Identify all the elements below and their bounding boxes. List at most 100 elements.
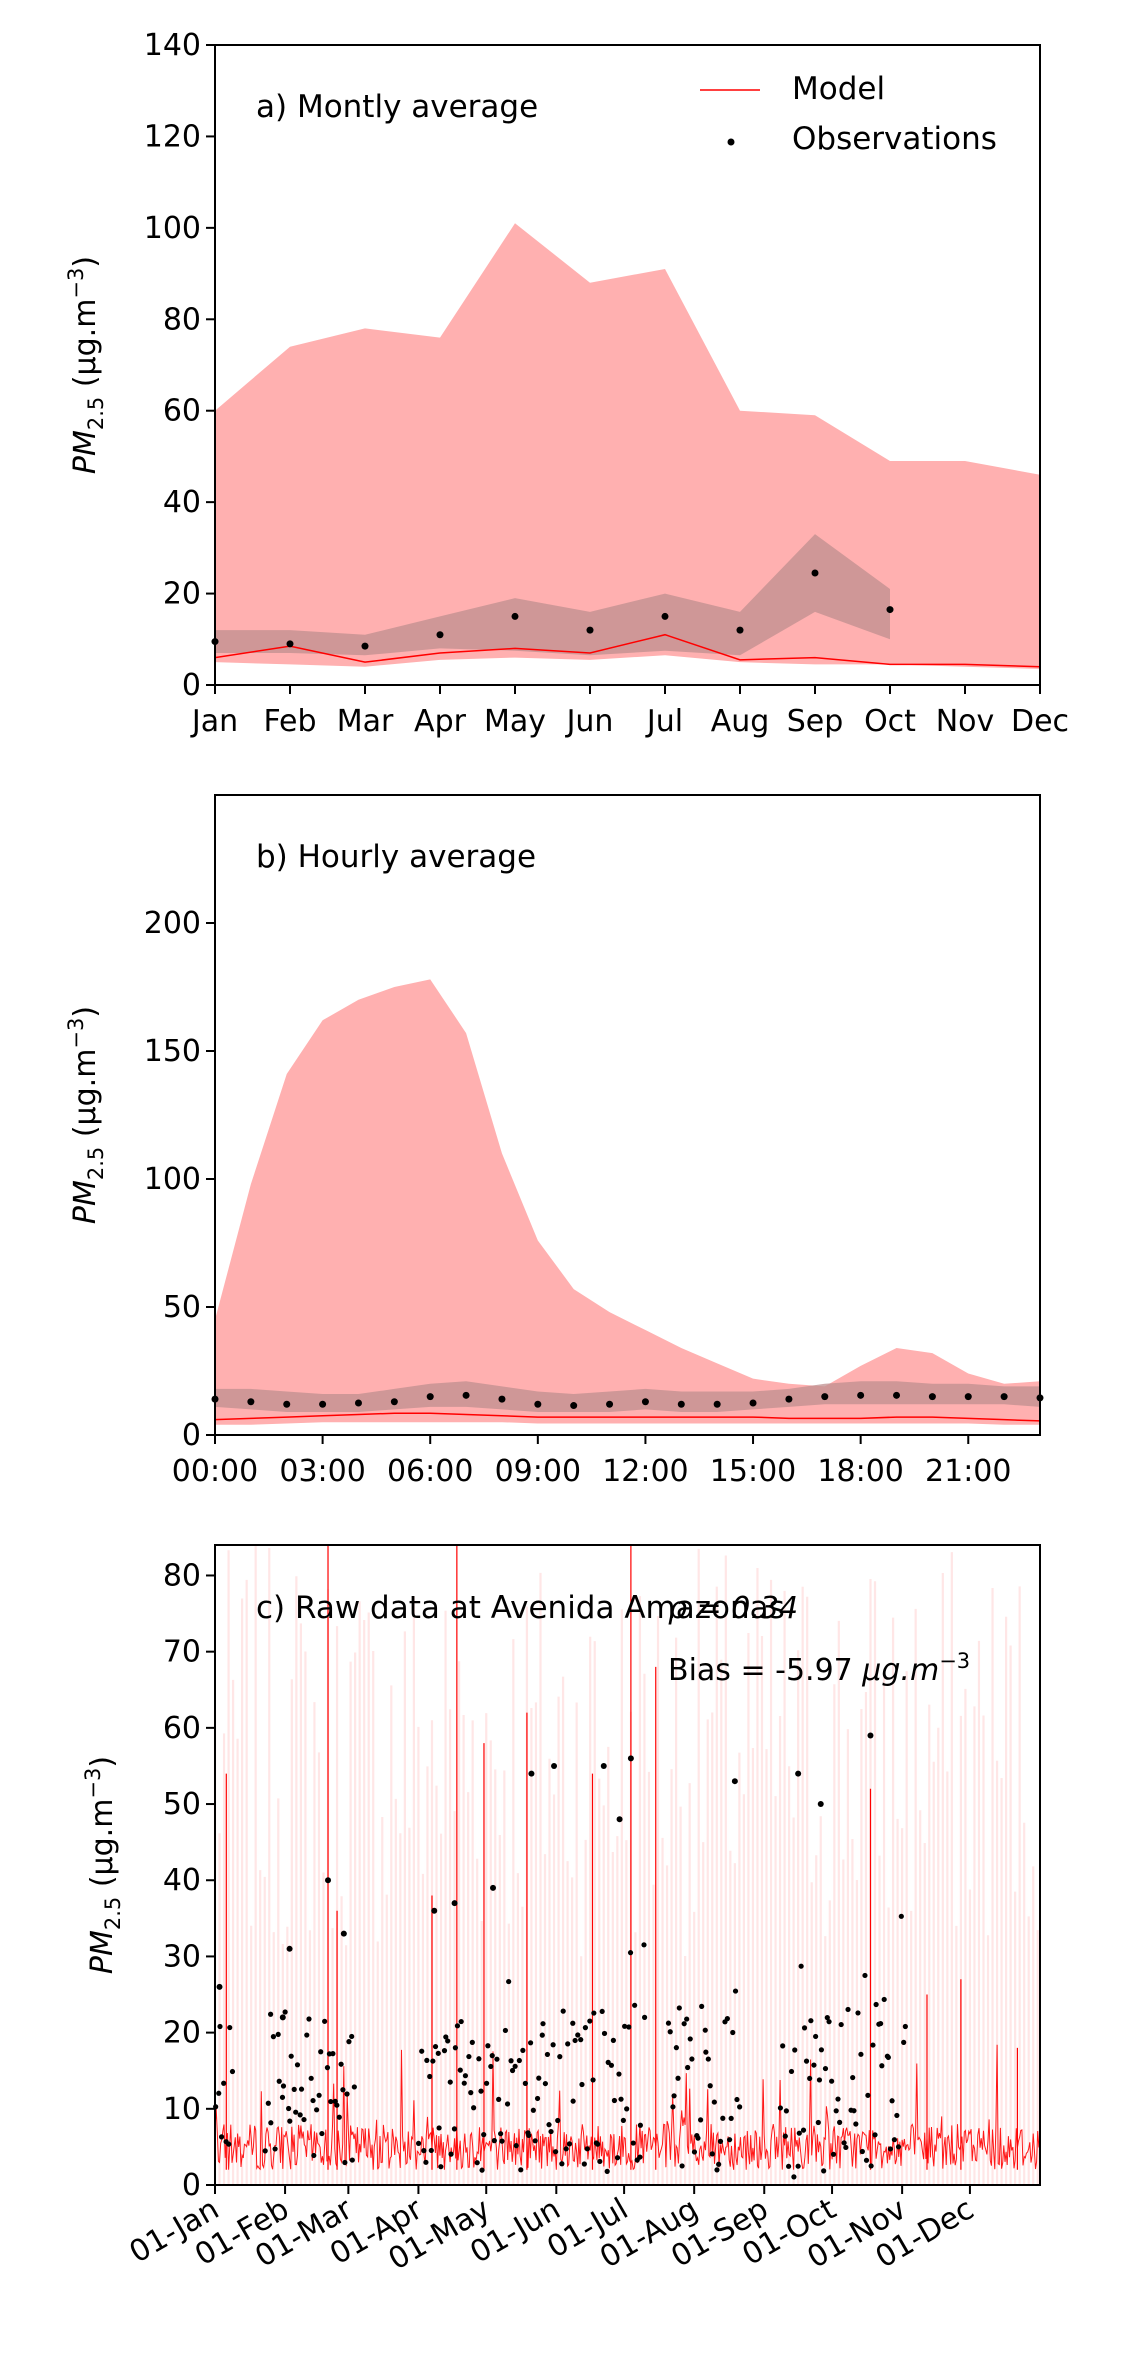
y-tick-label: 0 xyxy=(182,668,201,703)
observation-range-band xyxy=(215,534,890,656)
panel-c-plot-area xyxy=(213,1545,1041,2185)
observation-point xyxy=(687,2036,693,2042)
observation-point xyxy=(318,2049,324,2055)
observation-point xyxy=(822,2065,829,2072)
observation-point xyxy=(448,2151,454,2157)
observation-point xyxy=(445,2038,451,2044)
observation-point xyxy=(217,2023,223,2030)
observation-point xyxy=(555,2117,561,2124)
observation-point xyxy=(895,2144,902,2150)
observation-point xyxy=(421,2148,427,2154)
observation-point xyxy=(611,2097,618,2104)
x-tick-label: 12:00 xyxy=(602,1454,688,1489)
observation-point xyxy=(297,2112,303,2118)
observation-point xyxy=(286,2105,292,2112)
legend-observations-marker xyxy=(727,138,735,146)
observation-point xyxy=(539,2032,545,2038)
x-tick-label: Dec xyxy=(1011,704,1069,739)
observation-point xyxy=(310,2097,316,2104)
observation-point xyxy=(584,2146,590,2152)
observation-point xyxy=(272,2146,278,2152)
observation-point xyxy=(226,2141,232,2147)
observation-point xyxy=(898,1913,904,1919)
observation-point xyxy=(294,2062,301,2068)
observation-point xyxy=(436,631,444,639)
legend-model-label: Model xyxy=(792,71,885,107)
observation-point xyxy=(520,2047,526,2053)
observation-peak-point xyxy=(431,1907,438,1914)
observation-point xyxy=(504,2101,511,2107)
observation-point xyxy=(466,2053,472,2060)
observation-point xyxy=(829,2078,835,2084)
x-tick-label: Jul xyxy=(645,704,683,739)
observation-point xyxy=(390,1398,398,1406)
observation-point xyxy=(601,2030,608,2037)
observation-point xyxy=(728,2115,734,2121)
observation-point xyxy=(610,2037,616,2043)
observation-point xyxy=(454,2023,461,2029)
x-tick-label: Jan xyxy=(190,704,238,739)
observation-point xyxy=(671,2093,677,2099)
observation-point xyxy=(667,2029,673,2035)
observation-point xyxy=(665,2020,672,2026)
observation-point xyxy=(597,2158,603,2165)
y-tick-label: 140 xyxy=(144,28,201,63)
observation-point xyxy=(858,2051,864,2057)
observation-point xyxy=(509,2067,516,2074)
observation-peak-point xyxy=(551,1762,558,1769)
observation-point xyxy=(502,2027,509,2034)
observation-point xyxy=(782,2133,788,2139)
observation-point xyxy=(532,2138,538,2144)
observation-point xyxy=(311,2152,317,2159)
observation-point xyxy=(430,2058,436,2064)
y-tick-label: 60 xyxy=(163,1711,201,1746)
y-tick-label: 0 xyxy=(182,1418,201,1453)
x-tick-label: Jun xyxy=(565,704,614,739)
observation-point xyxy=(894,2112,900,2119)
observation-point xyxy=(857,1391,865,1399)
observation-point xyxy=(614,2155,621,2161)
observation-point xyxy=(468,2090,474,2096)
observation-point xyxy=(591,2010,597,2016)
observation-point xyxy=(306,2016,312,2022)
observation-point xyxy=(587,2018,593,2024)
observation-point xyxy=(461,2080,467,2086)
observation-point xyxy=(351,2084,357,2090)
observation-point xyxy=(572,2037,578,2044)
observation-point xyxy=(853,2121,859,2127)
y-tick-label: 200 xyxy=(144,906,201,941)
observation-point xyxy=(698,2117,704,2123)
observation-point xyxy=(423,2159,429,2165)
observation-peak-point xyxy=(731,1778,738,1785)
observation-point xyxy=(342,2159,348,2166)
observation-point xyxy=(815,2119,821,2126)
observation-point xyxy=(328,2098,334,2105)
observation-point xyxy=(344,2091,350,2097)
x-tick-label: Nov xyxy=(936,704,995,739)
observation-point xyxy=(792,2047,798,2053)
observation-point xyxy=(813,2033,819,2040)
observation-point xyxy=(488,2063,494,2070)
observation-point xyxy=(821,1393,829,1401)
observation-point xyxy=(582,2025,589,2031)
observation-point xyxy=(661,612,669,620)
x-tick-label: Oct xyxy=(864,704,916,739)
y-tick-label: 120 xyxy=(144,119,201,154)
observation-point xyxy=(863,2157,870,2163)
observation-point xyxy=(441,2048,448,2054)
observation-point xyxy=(705,2056,711,2062)
observation-point xyxy=(616,2071,622,2077)
observation-point xyxy=(526,2132,532,2138)
observation-point xyxy=(730,2029,736,2036)
x-tick-label: Apr xyxy=(414,704,467,739)
observation-point xyxy=(845,2006,851,2013)
observation-point xyxy=(550,2042,556,2048)
observation-point xyxy=(491,2138,497,2144)
observation-peak-point xyxy=(795,1770,802,1777)
observation-point xyxy=(800,2127,807,2133)
panel-c-x-ticks: 01-Jan01-Feb01-Mar01-Apr01-May01-Jun01-J… xyxy=(124,2185,980,2277)
panel-a-plot-area xyxy=(211,223,1041,670)
observation-point xyxy=(581,2161,587,2167)
panel-a-y-ticks: 0 20 40 60 80 100 120 140 xyxy=(144,28,215,703)
observation-point xyxy=(641,1942,647,1948)
